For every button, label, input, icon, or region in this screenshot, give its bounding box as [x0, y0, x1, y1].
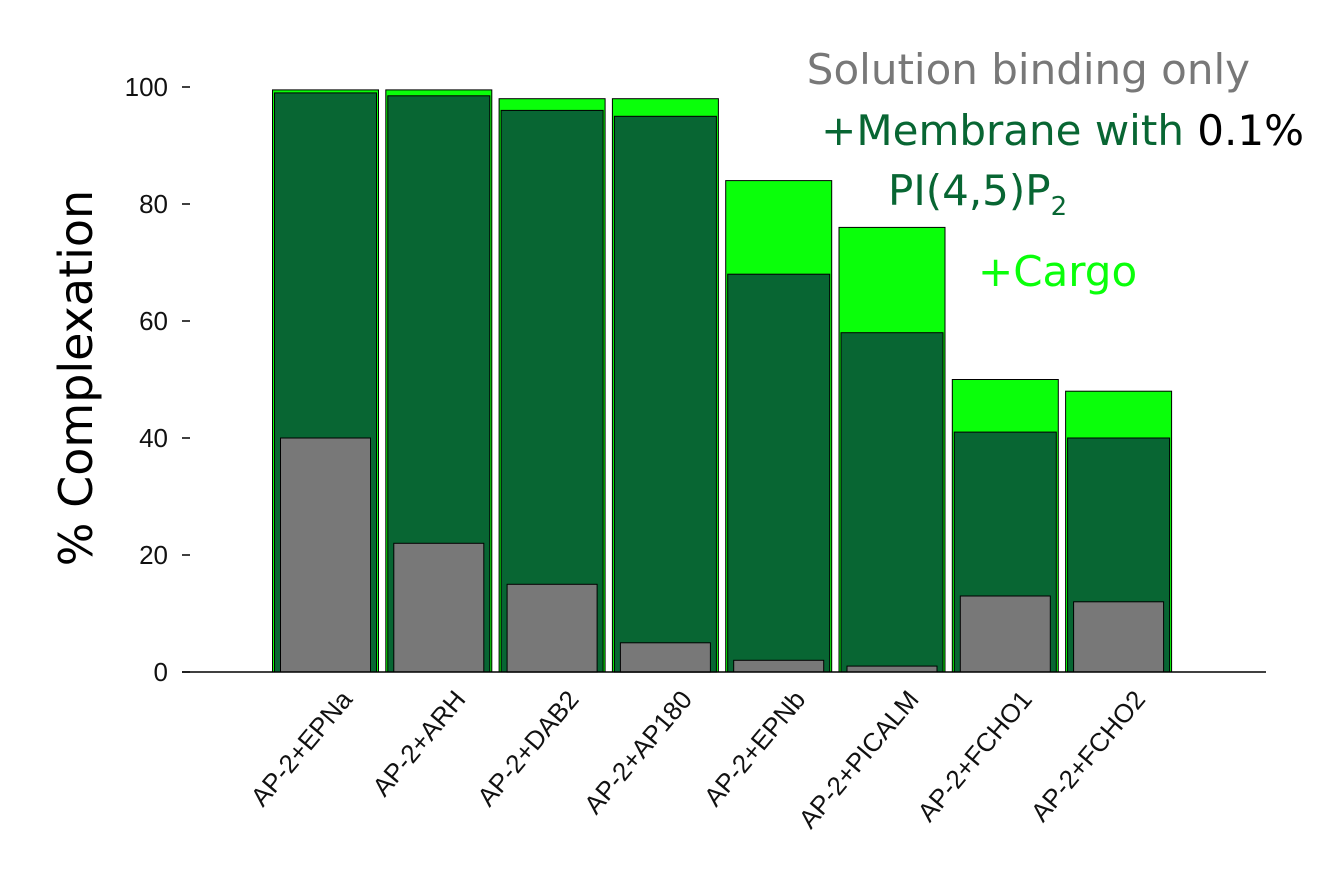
x-tick-label: AP-2+AP180: [578, 685, 698, 820]
y-ticks: 0 20 40 60 80 100: [125, 72, 190, 687]
bar-solution-2: [506, 583, 598, 673]
bar-membrane-3: [613, 115, 717, 673]
legend-membrane-percent: 0.1%: [1197, 106, 1304, 155]
legend: Solution binding only +Membrane with 0.1…: [807, 45, 1304, 296]
bar-membrane-5: [840, 332, 944, 673]
x-tick-label: AP-2+EPNa: [245, 684, 359, 812]
bar-solution-3: [619, 642, 711, 673]
bar-solution-7: [1073, 601, 1165, 673]
bar-membrane-2: [500, 109, 604, 673]
legend-solution: Solution binding only: [807, 45, 1250, 94]
bar-solution-6: [959, 595, 1051, 673]
bar-solution-4: [733, 659, 825, 673]
y-axis-label: % Complexation: [49, 190, 103, 566]
x-tick-label: AP-2+EPNb: [698, 685, 812, 812]
legend-membrane-text: +Membrane with: [821, 106, 1197, 155]
y-tick-label: 0: [154, 657, 168, 687]
x-tick-label: AP-2+DAB2: [471, 685, 585, 812]
bar-membrane-4: [727, 273, 831, 673]
bar-solution-5: [846, 665, 938, 673]
y-tick-label: 100: [125, 72, 168, 102]
legend-membrane-subscript: 2: [1051, 192, 1068, 222]
legend-cargo: +Cargo: [978, 247, 1137, 296]
x-tick-label: AP-2+FCHO2: [1025, 685, 1152, 828]
y-tick-label: 20: [139, 540, 168, 570]
bars-layer: [272, 89, 1173, 673]
legend-membrane-lipid: PI(4,5)P: [888, 166, 1051, 215]
x-tick-label: AP-2+PICALM: [792, 685, 924, 834]
x-tick-label: AP-2+ARH: [366, 685, 471, 802]
bar-solution-0: [280, 437, 371, 673]
y-tick-label: 40: [139, 423, 168, 453]
x-tick-label: AP-2+FCHO1: [911, 685, 1038, 828]
legend-membrane: +Membrane with 0.1%: [821, 106, 1304, 155]
legend-membrane-line2: PI(4,5)P2: [888, 166, 1067, 222]
bar-solution-1: [393, 542, 485, 673]
y-tick-label: 60: [139, 306, 168, 336]
y-tick-label: 80: [139, 189, 168, 219]
